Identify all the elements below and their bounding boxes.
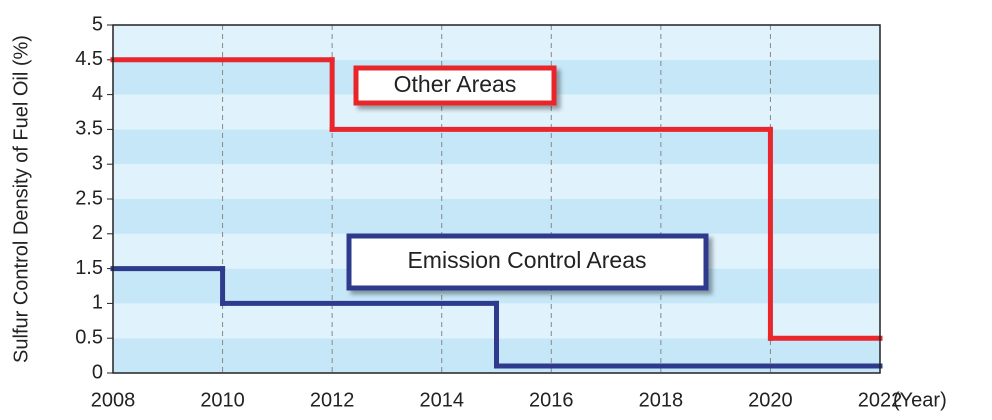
y-tick-label: 4 [92, 83, 103, 105]
legend-box [353, 65, 557, 106]
band [113, 199, 880, 234]
y-tick-label: 4.5 [75, 48, 103, 70]
legend-frame [346, 233, 709, 291]
y-tick-label: 1.5 [75, 257, 103, 279]
x-tick-label: 2022 [858, 389, 903, 411]
band [113, 25, 880, 60]
x-tick-label: 2012 [310, 389, 355, 411]
x-axis-label: (Year) [893, 389, 947, 411]
y-tick-label: 0 [92, 361, 103, 383]
plot-frame [112, 24, 881, 374]
x-tick-label: 2018 [639, 389, 684, 411]
legend-label: Emission Control Areas [407, 247, 646, 273]
band [113, 164, 880, 199]
y-tick-label: 2 [92, 222, 103, 244]
x-tick-label: 2020 [748, 389, 793, 411]
band [113, 129, 880, 165]
x-tick-label: 2010 [200, 389, 245, 411]
legend-box [346, 233, 709, 291]
y-tick-label: 2.5 [75, 187, 103, 209]
y-tick-label: 0.5 [75, 326, 103, 348]
y-tick-label: 3.5 [75, 118, 103, 140]
y-tick-label: 1 [92, 292, 103, 314]
x-tick-label: 2008 [91, 389, 136, 411]
x-tick-label: 2016 [529, 389, 574, 411]
x-tick-label: 2014 [419, 389, 464, 411]
y-axis-label: Sulfur Control Density of Fuel Oil (%) [10, 35, 32, 363]
legend-frame [353, 65, 557, 106]
y-tick-label: 5 [92, 13, 103, 35]
legend-label: Other Areas [394, 71, 517, 97]
y-tick-label: 3 [92, 152, 103, 174]
